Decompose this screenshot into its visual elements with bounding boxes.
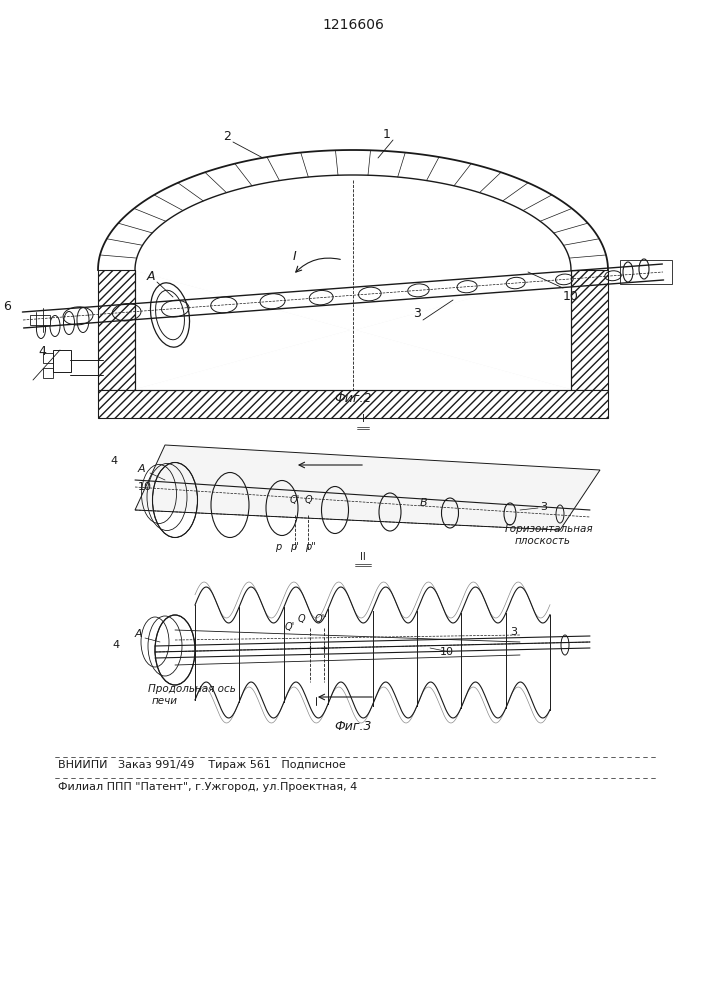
Text: A: A (138, 464, 146, 474)
Bar (30, 315, 50, 325)
Text: Филиал ППП "Патент", г.Ужгород, ул.Проектная, 4: Филиал ППП "Патент", г.Ужгород, ул.Проек… (58, 782, 357, 792)
Text: B: B (420, 498, 428, 508)
Text: 6: 6 (3, 300, 11, 313)
Bar (43, 353, 53, 363)
Text: 1: 1 (383, 128, 391, 141)
Text: Фиг.3: Фиг.3 (334, 720, 372, 733)
Text: 2: 2 (223, 130, 231, 143)
Text: печи: печи (152, 696, 178, 706)
Bar (53, 350, 71, 372)
Text: I: I (361, 414, 364, 424)
Text: A: A (147, 270, 156, 283)
Text: II: II (360, 552, 366, 562)
Text: 1216606: 1216606 (322, 18, 384, 32)
Polygon shape (135, 175, 571, 390)
Text: Q: Q (298, 614, 305, 624)
Bar (620, 260, 672, 284)
Text: Продольная ось: Продольная ось (148, 684, 236, 694)
Text: Q: Q (305, 495, 312, 505)
Text: 4: 4 (110, 456, 117, 466)
Text: Q': Q' (290, 495, 300, 505)
Text: p: p (275, 542, 281, 552)
Text: плоскость: плоскость (515, 536, 571, 546)
Text: 10: 10 (138, 482, 152, 492)
Text: Q'': Q'' (315, 614, 328, 624)
Text: 10: 10 (440, 647, 454, 657)
Bar (43, 368, 53, 378)
Text: Горизонтальная: Горизонтальная (505, 524, 594, 534)
Text: p": p" (305, 542, 316, 552)
Text: Q': Q' (285, 622, 296, 632)
Text: 3: 3 (413, 307, 421, 320)
Text: 3: 3 (510, 627, 517, 637)
Text: I: I (293, 250, 297, 263)
Text: p': p' (290, 542, 299, 552)
Text: 10: 10 (563, 290, 579, 303)
Text: A: A (135, 629, 143, 639)
Polygon shape (135, 445, 600, 530)
Polygon shape (135, 175, 571, 390)
Bar (98, 390, 608, 418)
Text: 4: 4 (38, 345, 46, 358)
Text: ВНИИПИ   Заказ 991/49    Тираж 561   Подписное: ВНИИПИ Заказ 991/49 Тираж 561 Подписное (58, 760, 346, 770)
Text: 3: 3 (540, 502, 547, 512)
Bar (98, 270, 135, 390)
Text: Фиг.2: Фиг.2 (334, 392, 372, 405)
Bar (571, 270, 608, 390)
Text: 4: 4 (112, 640, 119, 650)
